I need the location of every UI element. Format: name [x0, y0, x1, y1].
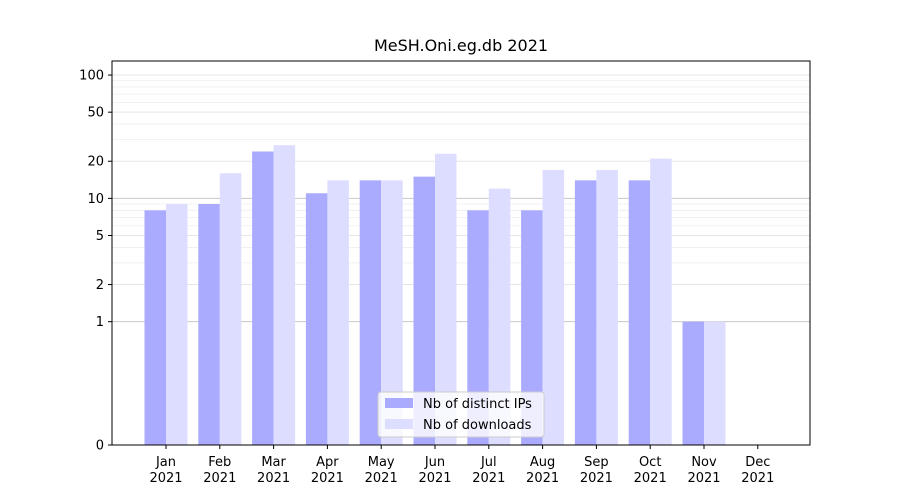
y-tick-label: 100	[79, 69, 104, 84]
legend-swatch-downloads	[385, 419, 413, 429]
bar-downloads	[704, 321, 726, 445]
bar-distinct-ips	[144, 210, 166, 445]
x-tick-label-month: Nov	[691, 455, 717, 470]
bar-distinct-ips	[305, 193, 328, 445]
bar-distinct-ips	[198, 204, 220, 445]
bar-distinct-ips	[467, 210, 489, 445]
x-tick-label-month: Mar	[261, 455, 286, 470]
legend-swatch-distinct-ips	[385, 398, 413, 408]
bar-distinct-ips	[682, 321, 704, 445]
x-tick-label-year: 2021	[472, 471, 505, 486]
x-tick-label-year: 2021	[741, 471, 774, 486]
plot-frame	[111, 60, 811, 446]
x-tick-label-year: 2021	[418, 471, 451, 486]
x-tick-label-month: Aug	[530, 455, 555, 470]
legend-label-downloads: Nb of downloads	[423, 418, 532, 433]
x-tick-label-year: 2021	[149, 471, 182, 486]
x-tick-label-year: 2021	[311, 471, 344, 486]
bar-downloads	[650, 158, 672, 445]
bar-downloads	[166, 204, 188, 445]
x-tick-label-year: 2021	[634, 471, 667, 486]
x-tick-label-year: 2021	[365, 471, 398, 486]
x-tick-label-month: Feb	[208, 455, 231, 470]
x-tick-label-month: Jan	[155, 455, 176, 470]
bar-distinct-ips	[521, 210, 543, 445]
axes: 0125102050100Jan2021Feb2021Mar2021Apr202…	[79, 60, 811, 486]
bar-distinct-ips	[574, 180, 597, 445]
bar-downloads	[596, 169, 618, 445]
y-tick-label: 1	[96, 315, 104, 330]
x-tick-label-year: 2021	[526, 471, 559, 486]
legend: Nb of distinct IPs Nb of downloads	[377, 391, 545, 438]
x-tick-label-month: Jul	[480, 455, 497, 470]
chart-title: MeSH.Oni.eg.db 2021	[374, 36, 548, 55]
y-tick-label: 0	[96, 439, 104, 454]
x-tick-label-month: Apr	[316, 455, 339, 470]
bar-downloads	[219, 173, 242, 446]
y-tick-label: 10	[87, 192, 104, 207]
bar-downloads	[327, 180, 349, 445]
x-tick-label-month: May	[368, 455, 395, 470]
y-tick-label: 20	[87, 155, 104, 170]
bar-downloads	[542, 169, 565, 445]
x-tick-label-year: 2021	[580, 471, 613, 486]
x-tick-label-month: Jun	[424, 455, 445, 470]
bar-downloads	[273, 145, 296, 445]
bar-downloads	[435, 153, 457, 445]
bar-distinct-ips	[413, 176, 435, 445]
legend-box	[377, 391, 545, 438]
x-tick-label-month: Oct	[639, 455, 661, 470]
y-tick-label: 5	[96, 229, 104, 244]
bar-series	[144, 145, 726, 446]
x-tick-label-year: 2021	[257, 471, 290, 486]
y-tick-label: 50	[87, 106, 104, 121]
x-tick-label-year: 2021	[687, 471, 720, 486]
bar-distinct-ips	[252, 151, 274, 445]
legend-label-distinct-ips: Nb of distinct IPs	[423, 397, 532, 412]
x-tick-label-month: Dec	[745, 455, 770, 470]
bar-downloads	[488, 188, 511, 446]
y-tick-label: 2	[96, 278, 104, 293]
bar-distinct-ips	[359, 180, 382, 445]
x-tick-label-year: 2021	[203, 471, 236, 486]
bar-downloads	[381, 180, 403, 445]
x-tick-label-month: Sep	[584, 455, 609, 470]
bar-distinct-ips	[628, 180, 651, 445]
